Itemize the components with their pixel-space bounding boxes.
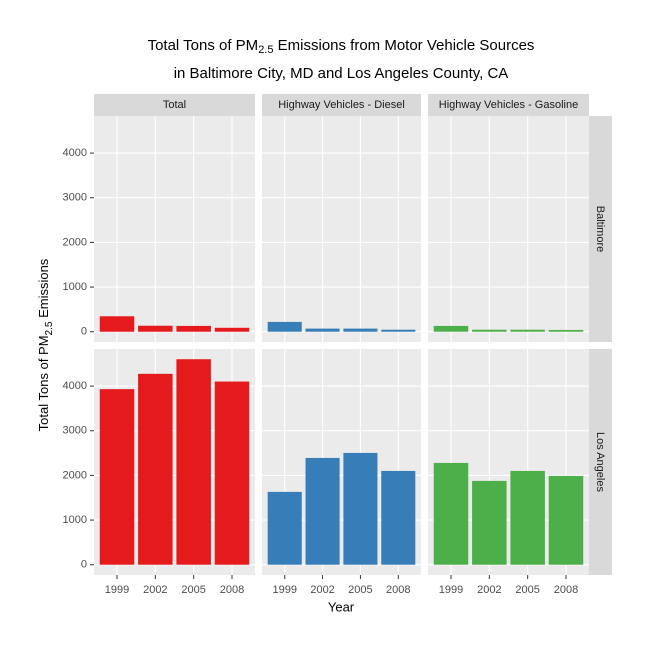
x-tick-label: 1999: [105, 584, 129, 596]
y-label-subscript: 2.5: [44, 321, 55, 335]
facet-row-label: Los Angeles: [594, 432, 606, 492]
bar: [433, 462, 469, 565]
bar: [138, 325, 173, 332]
bar: [176, 325, 211, 332]
bar: [214, 381, 250, 565]
y-tick-label: 3000: [63, 425, 87, 437]
facet-strip: [94, 94, 255, 116]
bar: [381, 470, 416, 565]
y-tick-label: 4000: [63, 147, 87, 159]
bar: [99, 316, 135, 332]
bar: [472, 329, 507, 332]
bar: [99, 389, 135, 565]
bar: [472, 480, 507, 565]
y-tick-label: 0: [81, 326, 87, 338]
x-tick-label: 2008: [386, 584, 410, 596]
facet-strip: [589, 349, 612, 575]
facet-strip: [262, 94, 421, 116]
facet-column-label: Total: [163, 99, 186, 111]
bar: [267, 491, 302, 565]
x-tick-label: 2002: [477, 584, 501, 596]
y-tick-label: 2000: [63, 469, 87, 481]
bar: [305, 457, 340, 565]
x-tick-label: 2008: [220, 584, 244, 596]
y-axis-label: Total Tons of PM2.5 Emissions: [36, 258, 54, 431]
bar: [381, 329, 416, 332]
bar: [343, 328, 378, 332]
bar: [510, 470, 545, 565]
y-tick-label: 1000: [63, 514, 87, 526]
y-tick-label: 1000: [63, 281, 87, 293]
chart-subtitle: in Baltimore City, MD and Los Angeles Co…: [174, 65, 509, 82]
y-label-text: Total Tons of PM: [36, 335, 51, 431]
y-tick-label: 0: [81, 559, 87, 571]
title-text: Total Tons of PM: [148, 37, 259, 54]
bar: [267, 321, 302, 332]
bar: [214, 327, 250, 332]
bar: [343, 452, 378, 565]
bar: [548, 475, 584, 565]
facet-row-label: Baltimore: [594, 206, 606, 252]
x-tick-label: 2002: [143, 584, 167, 596]
bar: [433, 325, 469, 332]
y-label-rest: Emissions: [36, 258, 51, 321]
x-tick-label: 1999: [439, 584, 463, 596]
facet-column-label: Highway Vehicles - Gasoline: [439, 99, 578, 111]
bar: [305, 328, 340, 332]
y-tick-label: 4000: [63, 380, 87, 392]
facet-strip: [589, 116, 612, 342]
x-tick-label: 2005: [515, 584, 539, 596]
bar: [138, 373, 173, 565]
y-tick-label: 3000: [63, 192, 87, 204]
x-tick-label: 2002: [310, 584, 334, 596]
x-tick-label: 2008: [554, 584, 578, 596]
bar: [510, 329, 545, 332]
panel-background: [94, 116, 255, 342]
x-tick-label: 2005: [348, 584, 372, 596]
chart-title: Total Tons of PM2.5 Emissions from Motor…: [148, 37, 535, 56]
facet-strip: [428, 94, 589, 116]
title-rest: Emissions from Motor Vehicle Sources: [273, 37, 534, 54]
x-tick-label: 2005: [181, 584, 205, 596]
bar: [176, 359, 211, 565]
title-subscript: 2.5: [258, 44, 273, 56]
panel-background: [428, 116, 589, 342]
bar: [548, 329, 584, 332]
x-tick-label: 1999: [272, 584, 296, 596]
panel-background: [262, 116, 421, 342]
x-axis-label: Year: [328, 599, 355, 614]
facet-column-label: Highway Vehicles - Diesel: [278, 99, 405, 111]
y-tick-label: 2000: [63, 236, 87, 248]
